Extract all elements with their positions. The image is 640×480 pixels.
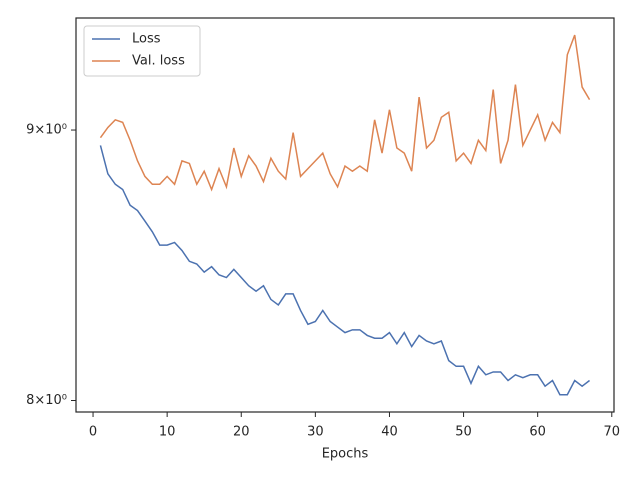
x-tick-label: 30	[307, 425, 324, 440]
y-tick-label: 8×10⁰	[26, 393, 67, 408]
x-tick-label: 20	[233, 425, 250, 440]
x-tick-label: 60	[529, 425, 546, 440]
x-tick-label: 10	[159, 425, 176, 440]
x-tick-label: 50	[455, 425, 472, 440]
x-axis-label: Epochs	[322, 447, 369, 462]
line-series	[99, 145, 591, 396]
x-tick-label: 0	[89, 425, 97, 440]
x-tick-label: 40	[381, 425, 398, 440]
line-series	[99, 34, 591, 192]
x-tick-label: 70	[604, 425, 621, 440]
y-tick-label: 9×10⁰	[26, 123, 67, 138]
legend-label: Loss	[132, 32, 161, 47]
legend-label: Val. loss	[132, 54, 185, 69]
plot-frame	[75, 17, 615, 413]
